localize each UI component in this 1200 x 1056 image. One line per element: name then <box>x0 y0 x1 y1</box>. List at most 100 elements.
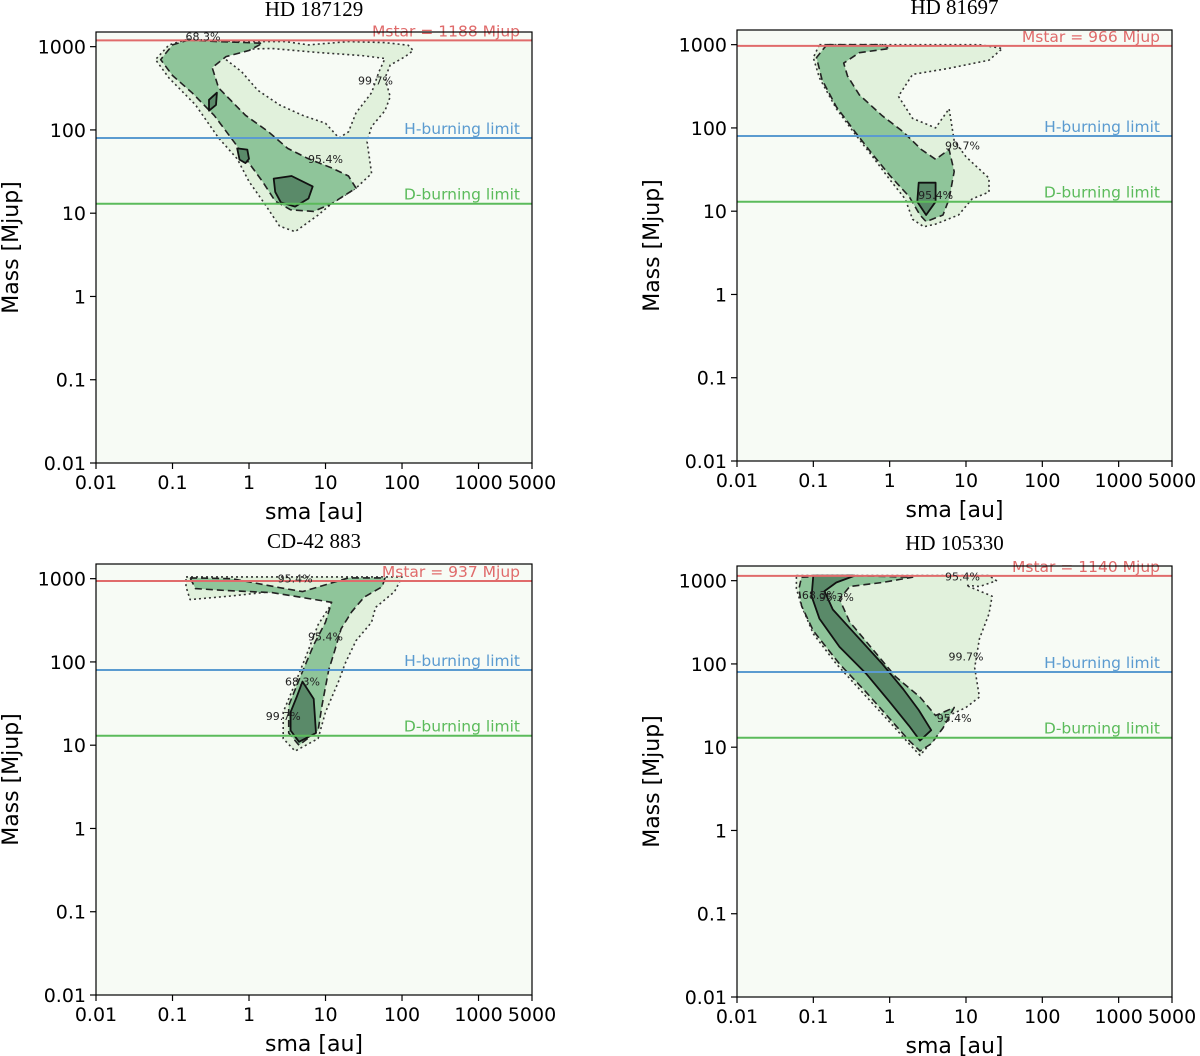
contour-region-core <box>916 181 937 216</box>
x-tick-label: 1 <box>243 472 255 494</box>
y-tick-label: 1 <box>715 284 727 306</box>
axes-frame <box>95 31 533 464</box>
plot-background <box>737 30 1172 461</box>
contour-region-mid <box>159 39 357 213</box>
x-tick-label: 1000 <box>1094 470 1142 492</box>
axes-frame <box>95 563 533 996</box>
mstar-label: Mstar = 937 Mjup <box>382 563 520 581</box>
contour-level-label: 95.4% <box>278 572 313 585</box>
x-tick-label: 0.1 <box>157 1004 187 1026</box>
y-tick-label: 0.1 <box>697 368 727 390</box>
contour-group <box>737 43 1172 228</box>
x-tick-label: 1 <box>884 1006 896 1028</box>
x-tick-label: 1000 <box>1094 1006 1142 1028</box>
x-tick-label: 0.1 <box>798 1006 828 1028</box>
y-axis-label: Mass [Mjup] <box>640 179 665 312</box>
chart-title: HD 105330 <box>905 531 1004 555</box>
contour-region-core <box>810 574 933 742</box>
x-tick-label: 0.01 <box>716 1006 758 1028</box>
d-burning-label: D-burning limit <box>404 186 520 204</box>
x-axis-label: sma [au] <box>265 1032 363 1056</box>
y-tick-label: 10 <box>703 737 727 759</box>
chart-title: HD 81697 <box>910 0 998 19</box>
x-tick-label: 10 <box>954 1006 978 1028</box>
y-tick-label: 1000 <box>679 571 727 593</box>
contour-level-label: 99.7% <box>949 650 984 663</box>
x-tick-label: 0.1 <box>798 470 828 492</box>
contour-level-label: 99.7% <box>266 710 301 723</box>
x-axis-label: sma [au] <box>906 498 1004 523</box>
h-burning-label: H-burning limit <box>1044 118 1160 136</box>
x-axis-label: sma [au] <box>265 500 363 525</box>
y-tick-label: 10 <box>703 201 727 223</box>
plot-background <box>96 564 532 995</box>
axes-frame <box>736 29 1173 462</box>
y-tick-label: 100 <box>691 654 727 676</box>
contour-level-label: 95.4% <box>918 189 953 202</box>
contour-level-label: 95.4% <box>308 631 343 644</box>
contour-level-label: 99.7% <box>358 75 393 88</box>
contour-region-hole <box>221 47 386 139</box>
contour-group <box>737 574 1172 757</box>
d-burning-label: D-burning limit <box>1044 720 1160 738</box>
x-tick-label: 100 <box>1024 470 1060 492</box>
x-tick-label: 1000 <box>454 472 502 494</box>
y-tick-label: 0.01 <box>44 985 86 1007</box>
contour-level-label: 95.3% <box>819 591 854 604</box>
y-tick-label: 1000 <box>38 569 86 591</box>
x-tick-label: 10 <box>313 472 337 494</box>
x-tick-label: 0.01 <box>716 470 758 492</box>
x-tick-label: 5000 <box>508 1004 556 1026</box>
h-burning-label: H-burning limit <box>1044 654 1160 672</box>
chart-panel-1: 68.3%99.7%95.4%Mstar = 1188 MjupH-burnin… <box>0 0 556 525</box>
y-tick-label: 0.1 <box>56 902 86 924</box>
chart-title: CD-42 883 <box>267 529 361 553</box>
y-axis-label: Mass [Mjup] <box>0 713 24 846</box>
x-tick-label: 0.01 <box>75 472 117 494</box>
contour-region-core <box>236 147 250 164</box>
contour-region-core <box>272 175 314 208</box>
x-tick-label: 1 <box>884 470 896 492</box>
d-burning-label: D-burning limit <box>404 718 520 736</box>
chart-panel-4: 95.4% 68.3%95.3% 99.7% 95.4% Mstar = 1140 Mj… <box>640 531 1196 1056</box>
axes-frame <box>736 565 1173 998</box>
contour-level-label: 68.3% <box>185 31 220 44</box>
d-burning-label: D-burning limit <box>1044 184 1160 202</box>
contour-region-mid <box>189 577 386 746</box>
y-tick-label: 100 <box>50 652 86 674</box>
contour-level-label: 95.4% <box>308 153 343 166</box>
contour-group <box>96 576 532 752</box>
y-tick-label: 10 <box>62 203 86 225</box>
y-tick-label: 1000 <box>679 35 727 57</box>
y-tick-label: 0.01 <box>685 451 727 473</box>
chart-panel-3: 95.4% 95.4% 68.3% 99.7% Mstar = 937 Mjup H-bu… <box>0 529 556 1056</box>
x-tick-label: 10 <box>313 1004 337 1026</box>
y-tick-label: 0.01 <box>685 987 727 1009</box>
x-tick-label: 5000 <box>508 472 556 494</box>
y-tick-label: 1000 <box>38 37 86 59</box>
chart-panel-2: 99.7% 95.4% Mstar = 966 Mjup H-burning limi… <box>640 0 1196 523</box>
y-tick-label: 1 <box>74 286 86 308</box>
y-tick-label: 100 <box>691 118 727 140</box>
x-tick-label: 0.1 <box>157 472 187 494</box>
x-tick-label: 100 <box>1024 1006 1060 1028</box>
contour-level-label: 68.3% <box>285 676 320 689</box>
contour-region-core <box>208 91 218 112</box>
x-tick-label: 5000 <box>1148 470 1196 492</box>
contour-level-label: 95.4% <box>945 571 980 584</box>
x-tick-label: 1 <box>243 1004 255 1026</box>
x-tick-label: 0.01 <box>75 1004 117 1026</box>
h-burning-label: H-burning limit <box>404 120 520 138</box>
mstar-label: Mstar = 1140 Mjup <box>1012 558 1160 576</box>
contour-level-label: 95.4% <box>937 712 972 725</box>
y-tick-label: 100 <box>50 120 86 142</box>
contour-region-mid <box>815 43 955 223</box>
y-tick-label: 1 <box>74 818 86 840</box>
x-tick-label: 10 <box>954 470 978 492</box>
contour-level-label: 68.3% <box>802 589 837 602</box>
x-tick-label: 5000 <box>1148 1006 1196 1028</box>
x-axis-label: sma [au] <box>906 1034 1004 1056</box>
y-axis-label: Mass [Mjup] <box>0 181 24 314</box>
y-tick-label: 0.1 <box>697 904 727 926</box>
h-burning-label: H-burning limit <box>404 652 520 670</box>
